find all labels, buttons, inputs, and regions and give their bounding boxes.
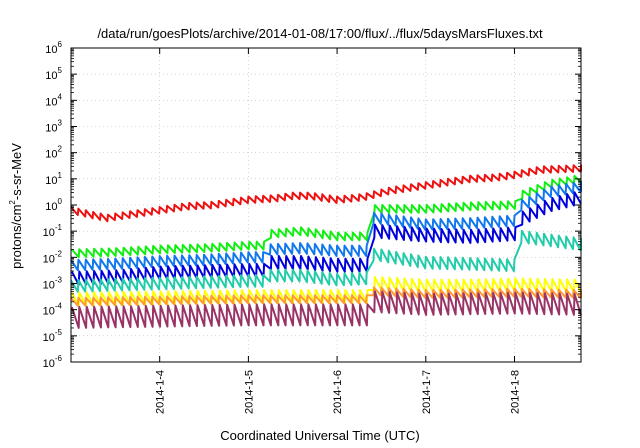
- axis-ticks: 10-610-510-410-310-210-11001011021031041…: [43, 40, 581, 414]
- series-layer: [70, 164, 582, 329]
- x-axis-label: Coordinated Universal Time (UTC): [220, 428, 419, 443]
- y-tick-base: 10: [43, 280, 55, 292]
- series-line: [70, 164, 582, 223]
- y-tick-label: 106: [45, 40, 62, 56]
- y-tick-base: 10: [45, 149, 57, 161]
- y-tick-base: 10: [45, 123, 57, 135]
- y-tick-label: 104: [45, 92, 62, 108]
- series-line: [70, 229, 582, 293]
- y-tick-exp: 5: [58, 66, 63, 75]
- y-tick-exp: -4: [55, 302, 63, 311]
- y-tick-label: 103: [45, 119, 62, 135]
- series-line: [71, 175, 582, 259]
- y-tick-base: 10: [43, 253, 55, 265]
- y-tick-base: 10: [43, 227, 55, 239]
- y-tick-label: 10-6: [43, 354, 63, 370]
- series-line: [70, 286, 582, 307]
- y-tick-exp: 1: [58, 171, 63, 180]
- x-tick-label: 2014-1-7: [421, 370, 433, 414]
- x-tick-label: 2014-1-6: [332, 370, 344, 414]
- y-tick-exp: 6: [58, 40, 63, 49]
- y-tick-base: 10: [45, 44, 57, 56]
- y-tick-base: 10: [43, 306, 55, 318]
- chart-title: /data/run/goesPlots/archive/2014-01-08/1…: [97, 26, 543, 41]
- y-tick-exp: -6: [55, 354, 63, 363]
- y-tick-exp: 3: [58, 119, 63, 128]
- y-tick-label: 101: [45, 171, 62, 187]
- y-tick-label: 10-3: [43, 276, 63, 292]
- y-tick-exp: 0: [58, 197, 63, 206]
- series-line: [70, 180, 582, 272]
- y-tick-base: 10: [45, 175, 57, 187]
- x-tick-label: 2014-1-5: [243, 370, 255, 414]
- y-tick-base: 10: [43, 358, 55, 370]
- y-tick-label: 10-2: [43, 249, 63, 265]
- x-tick-label: 2014-1-4: [155, 370, 167, 414]
- y-tick-exp: -3: [55, 276, 63, 285]
- x-tick-label: 2014-1-8: [509, 370, 521, 414]
- y-tick-label: 10-4: [43, 302, 63, 318]
- y-tick-base: 10: [45, 96, 57, 108]
- y-tick-base: 10: [45, 70, 57, 82]
- y-tick-label: 105: [45, 66, 62, 82]
- y-tick-label: 10-5: [43, 328, 63, 344]
- y-tick-exp: 4: [58, 92, 63, 101]
- y-axis-label: protons/cm2-s-sr-MeV: [8, 143, 24, 269]
- y-tick-exp: -2: [55, 249, 63, 258]
- y-tick-base: 10: [43, 332, 55, 344]
- y-tick-label: 10-1: [43, 223, 63, 239]
- y-tick-label: 100: [45, 197, 62, 213]
- y-tick-exp: -1: [55, 223, 63, 232]
- y-tick-exp: -5: [55, 328, 63, 337]
- y-tick-base: 10: [45, 201, 57, 213]
- y-tick-label: 102: [45, 145, 62, 161]
- series-line: [70, 290, 582, 329]
- y-tick-exp: 2: [58, 145, 63, 154]
